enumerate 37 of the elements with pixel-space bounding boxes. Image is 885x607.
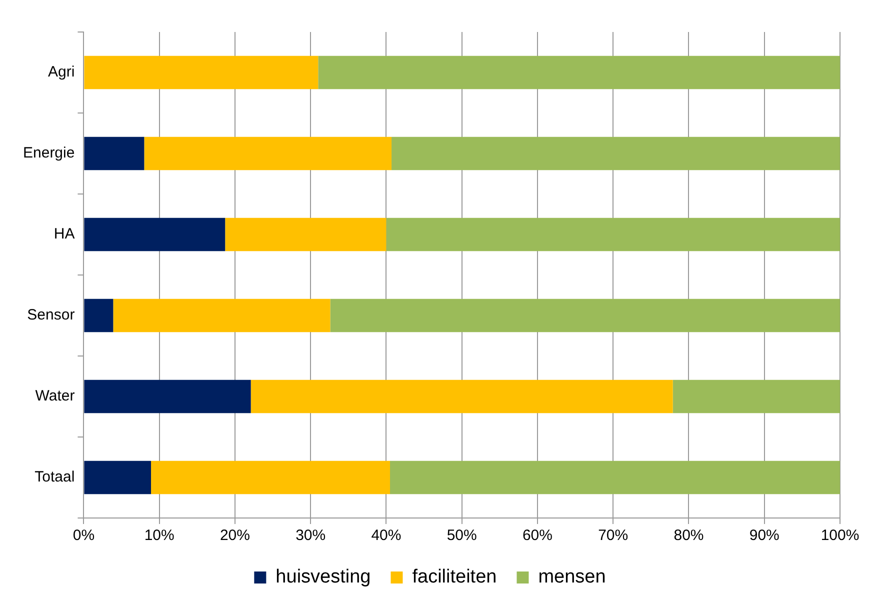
bar bbox=[84, 460, 152, 494]
x-tick-label: 20% bbox=[220, 527, 250, 544]
y-tick-label: Totaal bbox=[34, 468, 75, 486]
y-tick-label: Sensor bbox=[27, 306, 75, 324]
bar bbox=[84, 56, 318, 90]
x-tick-label: 30% bbox=[296, 527, 326, 544]
bar bbox=[225, 218, 386, 252]
legend-label: faciliteiten bbox=[412, 566, 497, 588]
legend-label: mensen bbox=[538, 566, 606, 588]
x-tick-label: 90% bbox=[749, 527, 780, 544]
legend-label: huisvesting bbox=[276, 566, 371, 588]
x-tick-label: 0% bbox=[72, 527, 95, 544]
bar bbox=[318, 56, 840, 90]
bar bbox=[672, 380, 840, 414]
bar bbox=[84, 298, 114, 332]
y-tick-label: Energie bbox=[23, 144, 75, 162]
bar bbox=[113, 298, 330, 332]
bar bbox=[250, 380, 673, 414]
x-tick-label: 60% bbox=[522, 527, 552, 544]
bar bbox=[84, 136, 144, 170]
bar bbox=[386, 218, 840, 252]
bar bbox=[144, 136, 392, 170]
bar bbox=[84, 218, 226, 252]
x-tick-label: 80% bbox=[674, 527, 704, 544]
bar bbox=[84, 380, 251, 414]
y-tick-label: HA bbox=[54, 226, 75, 243]
bar bbox=[392, 136, 840, 170]
bar bbox=[151, 460, 390, 494]
x-tick-label: 50% bbox=[446, 527, 477, 544]
bar bbox=[330, 298, 840, 332]
y-tick-label: Agri bbox=[48, 64, 75, 81]
x-tick-label: 100% bbox=[820, 527, 860, 544]
x-tick-label: 40% bbox=[371, 527, 402, 544]
x-tick-label: 10% bbox=[144, 527, 174, 544]
x-tick-label: 70% bbox=[598, 527, 628, 544]
bar bbox=[390, 460, 840, 494]
y-tick-label: Water bbox=[35, 388, 75, 405]
